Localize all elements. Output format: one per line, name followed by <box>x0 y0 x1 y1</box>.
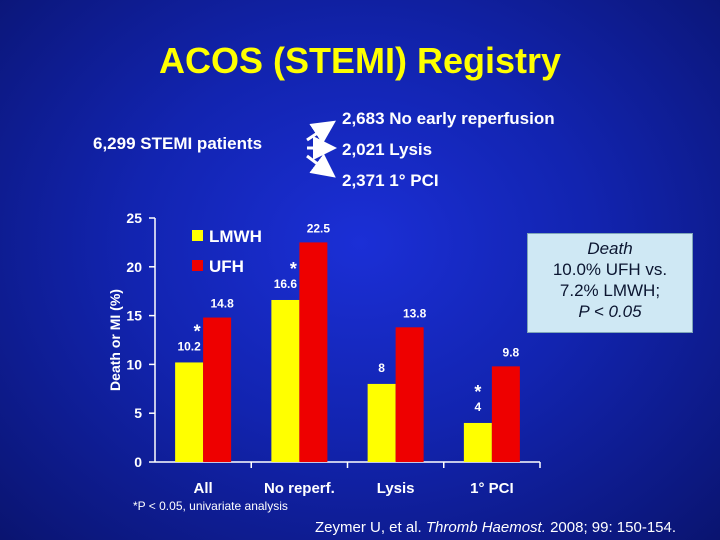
bar-ufh <box>203 317 232 462</box>
infobox-line-4: P < 0.05 <box>578 302 642 321</box>
x-tick-label: 1° PCI <box>470 480 514 497</box>
slide-title: ACOS (STEMI) Registry <box>158 40 562 81</box>
bar-lmwh <box>271 299 300 462</box>
y-tick-label: 20 <box>126 259 142 275</box>
footnote: *P < 0.05, univariate analysis <box>133 499 288 513</box>
arrow-down <box>306 153 336 178</box>
data-label: 16.6 <box>274 277 298 291</box>
patients-label: 6,299 STEMI patients <box>93 134 263 153</box>
significance-marker: * <box>194 321 201 341</box>
legend-label-ufh: UFH <box>209 257 244 276</box>
data-label: 9.8 <box>503 345 520 359</box>
data-label: 22.5 <box>307 221 331 235</box>
infobox-line-1: Death <box>587 239 633 258</box>
y-tick-label: 5 <box>134 405 142 421</box>
outcome-lysis: 2,021 Lysis <box>342 140 433 159</box>
citation-journal: Thromb Haemost. <box>425 519 546 536</box>
data-label: 4 <box>475 400 482 414</box>
significance-marker: * <box>474 382 481 402</box>
arrow-up <box>306 120 336 144</box>
bar-ufh <box>299 242 328 462</box>
infobox-line-3: 7.2% LMWH; <box>559 281 661 300</box>
death-infobox: Death 10.0% UFH vs. 7.2% LMWH; P < 0.05 <box>527 233 693 333</box>
legend-label-lmwh: LMWH <box>209 227 262 246</box>
data-label: 14.8 <box>210 297 234 311</box>
y-tick-label: 0 <box>134 454 142 470</box>
x-tick-label: No reperf. <box>264 480 335 497</box>
x-tick-label: All <box>194 480 213 497</box>
y-axis-label: Death or MI (%) <box>107 289 123 391</box>
bar-lmwh <box>463 422 492 462</box>
outcome-no-reperfusion: 2,683 No early reperfusion <box>342 109 555 128</box>
legend-swatch-ufh <box>192 260 203 271</box>
citation: Zeymer U, et al. Thromb Haemost. 2008; 9… <box>315 519 676 536</box>
bar-ufh <box>491 366 520 462</box>
legend-swatch-lmwh <box>192 230 203 241</box>
x-tick-label: Lysis <box>377 480 415 497</box>
citation-authors: Zeymer U, et al. <box>315 519 426 536</box>
citation-details: 2008; 99: 150-154. <box>545 519 677 536</box>
bar-ufh <box>395 327 424 462</box>
infobox-line-2: 10.0% UFH vs. <box>552 260 668 279</box>
bar-lmwh <box>175 362 204 462</box>
y-tick-label: 15 <box>126 308 142 324</box>
bar-lmwh <box>367 383 396 462</box>
y-tick-label: 25 <box>126 210 142 226</box>
significance-marker: * <box>290 259 297 279</box>
data-label: 8 <box>378 361 385 375</box>
data-label: 10.2 <box>177 339 201 353</box>
y-tick-label: 10 <box>126 356 142 372</box>
data-label: 13.8 <box>403 306 427 320</box>
outcome-pci: 2,371 1° PCI <box>342 171 439 190</box>
